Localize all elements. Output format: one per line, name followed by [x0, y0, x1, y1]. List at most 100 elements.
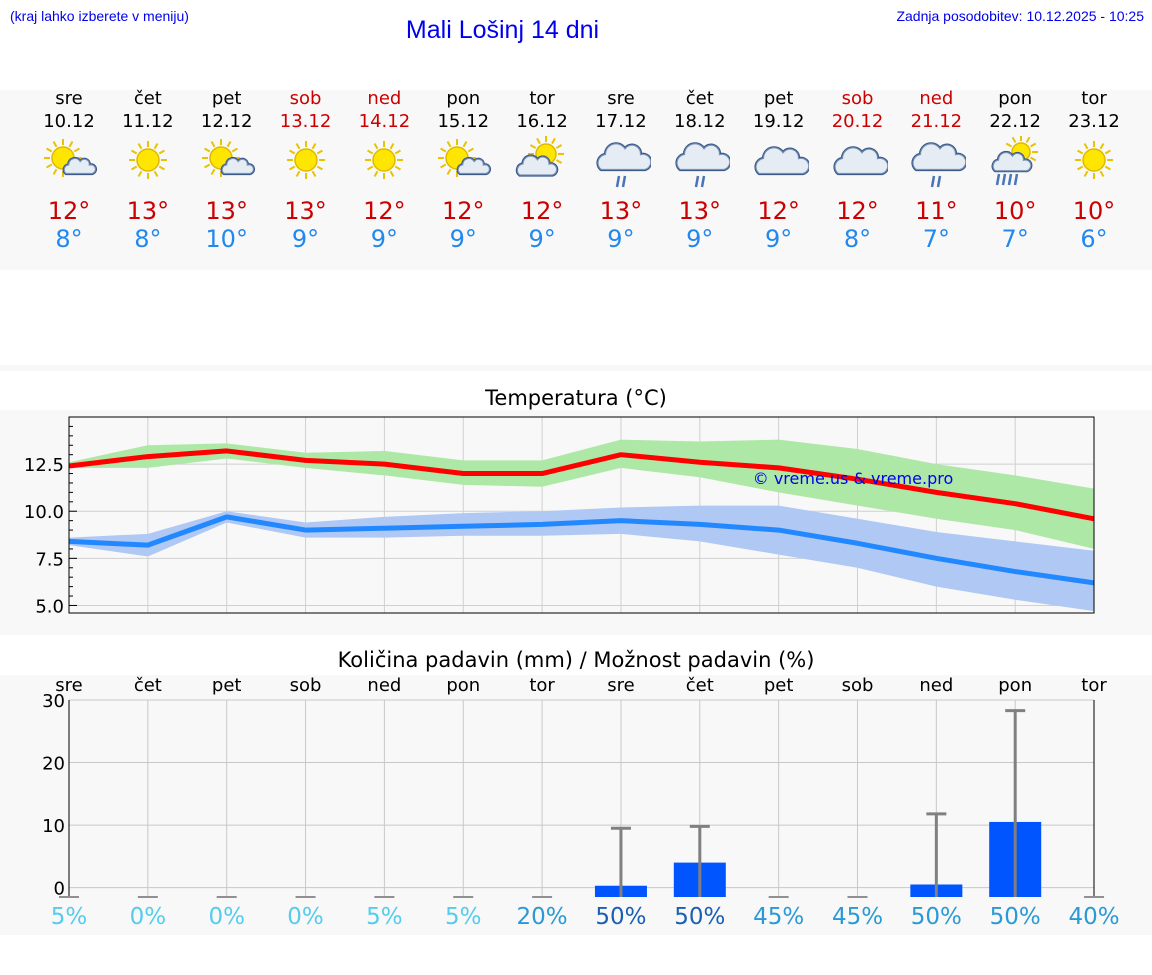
precipitation-probability: 45%: [831, 904, 884, 930]
day-date: 19.12: [752, 111, 805, 132]
max-temperature: 12°: [520, 197, 564, 225]
day-name: pon: [998, 88, 1033, 109]
y-tick-label: 7.5: [35, 549, 64, 570]
precipitation-day-label: tor: [1081, 675, 1107, 696]
sun-icon: [276, 136, 336, 186]
day-name: pet: [211, 88, 242, 109]
precipitation-day-label: ned: [919, 675, 954, 696]
day-name: sob: [289, 88, 322, 109]
day-name: tor: [529, 88, 555, 109]
precipitation-probability: 50%: [910, 904, 962, 930]
location-hint: (kraj lahko izberete v meniju): [10, 8, 189, 24]
max-temperature: 13°: [126, 197, 170, 225]
forecast-band: [0, 90, 1152, 270]
min-temperature: 8°: [843, 225, 872, 253]
max-temperature: 12°: [836, 197, 879, 225]
cloud-rain-icon: [906, 136, 968, 188]
precipitation-probability: 5%: [366, 904, 403, 930]
precipitation-day-label: sre: [607, 675, 635, 696]
temperature-chart: 5.0 7.5 10.0 12.5 © vreme.us & vreme.pro: [24, 416, 1095, 617]
precipitation-probability: 20%: [516, 904, 568, 930]
temperature-chart-title: Temperatura (°C): [485, 386, 667, 410]
min-temperature: 9°: [765, 225, 793, 253]
day-name: sob: [841, 88, 874, 109]
day-name: čet: [133, 88, 162, 109]
day-name: tor: [1081, 88, 1107, 109]
min-temperature: 9°: [686, 225, 714, 253]
min-temperature: 7°: [922, 225, 950, 253]
min-temperature: 9°: [528, 225, 556, 253]
precipitation-probability: 5%: [50, 904, 88, 930]
day-name: čet: [685, 88, 714, 109]
sun-icon: [1064, 136, 1124, 186]
day-name: ned: [919, 88, 954, 109]
max-temperature: 12°: [363, 197, 406, 225]
precipitation-probability: 50%: [595, 904, 647, 930]
min-temperature: 6°: [1080, 225, 1108, 253]
precipitation-chart-title: Količina padavin (mm) / Možnost padavin …: [337, 648, 815, 672]
max-temperature: 12°: [47, 197, 91, 225]
watermark: © vreme.us & vreme.pro: [753, 469, 954, 488]
precipitation-day-label: pon: [998, 675, 1033, 696]
sun-cloud-icon: [39, 136, 99, 186]
precipitation-probability: 45%: [753, 904, 805, 930]
precipitation-chart: 0 10 20 30: [42, 691, 1105, 900]
min-temperature: 8°: [134, 225, 162, 253]
day-name: ned: [367, 88, 402, 109]
min-temperature: 8°: [55, 225, 83, 253]
max-temperature: 13°: [599, 197, 643, 225]
day-date: 17.12: [595, 111, 647, 132]
precipitation-probability: 0%: [208, 904, 245, 930]
min-temperature: 9°: [370, 225, 399, 253]
day-date: 16.12: [516, 111, 568, 132]
precipitation-day-label: sob: [841, 675, 874, 696]
cloud-icon: [828, 136, 889, 186]
precipitation-day-label: pet: [211, 675, 242, 696]
max-temperature: 13°: [205, 197, 248, 225]
max-temperature: 13°: [678, 197, 722, 225]
day-date: 11.12: [122, 111, 174, 132]
plot-frame: [68, 416, 1095, 614]
day-date: 12.12: [200, 111, 253, 132]
y-tick-label: 5.0: [35, 596, 64, 617]
precipitation-probability: 0%: [287, 904, 324, 930]
day-date: 15.12: [437, 111, 490, 132]
day-name: sre: [55, 88, 83, 109]
sun-shape: [128, 141, 167, 179]
day-date: 14.12: [358, 111, 411, 132]
sun-icon: [354, 136, 414, 186]
cloud-icon: [749, 136, 810, 186]
precipitation-day-label: sob: [289, 675, 322, 696]
min-temperature-line: [68, 514, 1095, 586]
precipitation-day-label: pet: [763, 675, 794, 696]
max-temperature: 12°: [757, 197, 800, 225]
max-temperature: 13°: [284, 197, 327, 225]
page-title: Mali Lošinj 14 dni: [405, 16, 600, 44]
day-date: 20.12: [831, 111, 884, 132]
precipitation-probability: 50%: [674, 904, 726, 930]
min-temperature: 9°: [449, 225, 477, 253]
y-tick-label: 10: [42, 816, 65, 837]
day-date: 22.12: [989, 111, 1041, 132]
max-temperature: 10°: [993, 197, 1037, 225]
precipitation-day-label: sre: [55, 675, 83, 696]
max-temperature: 10°: [1072, 197, 1116, 225]
min-temperature: 10°: [205, 225, 248, 253]
sun-icon: [118, 136, 178, 186]
min-temperature: 9°: [291, 225, 320, 253]
cloud-rain-icon: [670, 136, 732, 188]
day-date: 18.12: [674, 111, 726, 132]
sun-shape: [1075, 141, 1114, 179]
precipitation-day-label: ned: [367, 675, 402, 696]
precipitation-probability: 50%: [989, 904, 1041, 930]
max-temperature-band: [69, 439, 1095, 549]
day-date: 21.12: [910, 111, 963, 132]
day-name: pet: [763, 88, 794, 109]
y-tick-label: 10.0: [24, 502, 64, 523]
precipitation-probability: 0%: [129, 904, 167, 930]
y-tick-label: 0: [54, 879, 65, 900]
sun-cloud-icon: [433, 136, 493, 186]
y-tick-label: 30: [42, 691, 65, 712]
precipitation-day-label: čet: [133, 675, 162, 696]
precipitation-day-label: čet: [685, 675, 714, 696]
